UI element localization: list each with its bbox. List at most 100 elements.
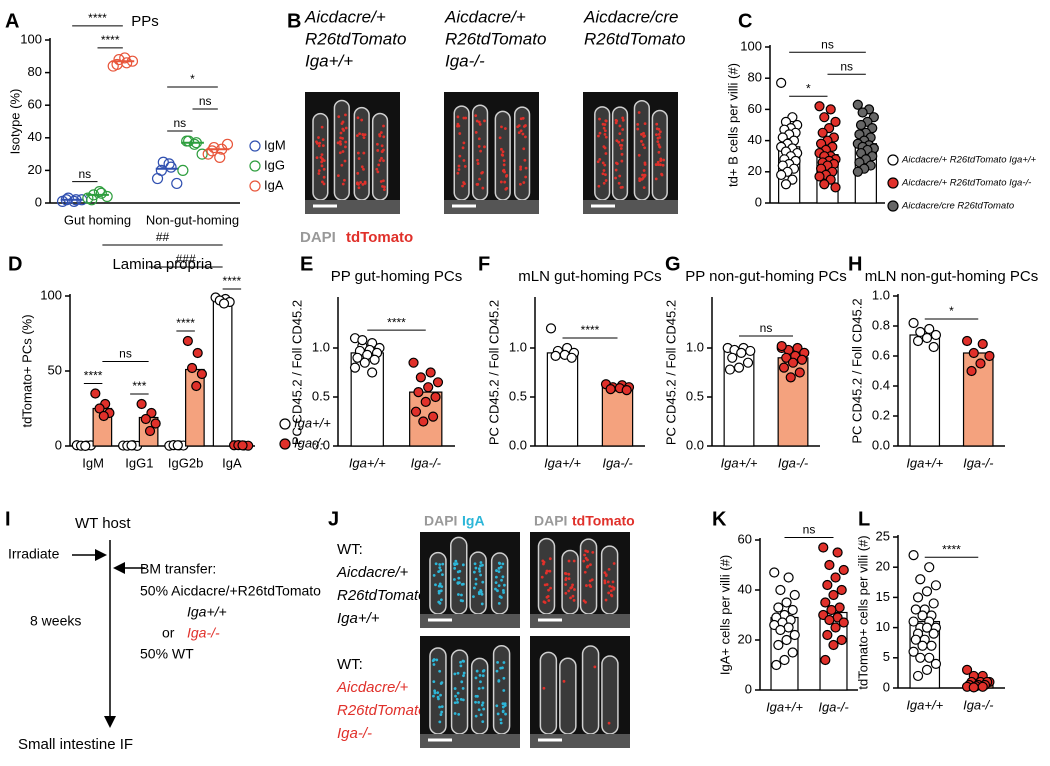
- data-point: [830, 182, 841, 193]
- stained-cell: [463, 165, 467, 168]
- caption: Iga+/+: [305, 51, 353, 70]
- stained-cell: [598, 117, 601, 121]
- stained-cell: [610, 594, 614, 598]
- stained-cell: [454, 694, 457, 698]
- y-tick-label: 0.2: [872, 407, 890, 422]
- caption: Aicdacre/cre: [583, 7, 678, 26]
- stained-cell: [475, 669, 479, 673]
- stained-cell: [502, 591, 506, 594]
- stained-cell: [474, 700, 477, 704]
- stained-cell: [497, 561, 501, 565]
- stained-cell: [378, 159, 382, 162]
- data-point: [921, 332, 933, 344]
- stained-cell: [620, 159, 624, 163]
- data-point: [62, 192, 74, 204]
- y-tick-label: 80: [28, 64, 42, 79]
- bar: [546, 352, 579, 447]
- stained-cell: [322, 175, 326, 179]
- data-point: [773, 602, 784, 613]
- stained-cell: [477, 144, 481, 148]
- stained-cell: [438, 669, 442, 673]
- stained-cell: [475, 119, 479, 123]
- stained-cell: [654, 163, 658, 166]
- y-axis-label: PC CD45.2 / Foll CD45.2: [849, 298, 864, 443]
- x-tick-label: Gut homing: [64, 212, 131, 227]
- stained-cell: [524, 175, 528, 179]
- stained-cell: [358, 132, 362, 136]
- y-axis-label: tdTomato+ cells per villi (#): [855, 535, 870, 689]
- stained-cell: [481, 170, 484, 174]
- stained-cell: [340, 163, 344, 167]
- stained-cell: [643, 122, 647, 126]
- stained-cell: [502, 159, 506, 163]
- data-point: [155, 164, 167, 176]
- x-tick-label: Iga-/-: [411, 455, 442, 470]
- panel-letter: D: [8, 253, 22, 275]
- stained-cell: [503, 583, 506, 587]
- data-point: [824, 614, 835, 626]
- diagram-label: Irradiate: [8, 546, 60, 562]
- data-point: [621, 385, 632, 396]
- stained-cell: [379, 131, 383, 134]
- stained-cell: [638, 179, 642, 183]
- y-tick-label: 5: [883, 649, 890, 664]
- stained-cell: [341, 120, 345, 124]
- data-point: [93, 185, 106, 198]
- stained-cell: [344, 145, 347, 149]
- stained-cell: [456, 671, 460, 675]
- stained-cell: [636, 127, 640, 131]
- stained-cell: [598, 157, 602, 161]
- stained-cell: [494, 581, 498, 585]
- stained-cell: [439, 589, 443, 593]
- stained-cell: [602, 169, 606, 172]
- panel-letter: H: [848, 253, 862, 275]
- data-point: [88, 189, 100, 201]
- stained-cell: [480, 602, 484, 606]
- stained-cell: [619, 143, 622, 147]
- y-axis-label: IgA+ cells per villi (#): [717, 555, 732, 675]
- stained-cell: [481, 186, 485, 190]
- stained-cell: [621, 128, 625, 131]
- stained-cell: [338, 140, 342, 144]
- data-point: [177, 164, 189, 176]
- stained-cell: [459, 664, 463, 668]
- data-point: [828, 589, 839, 601]
- stained-cell: [519, 182, 522, 186]
- stained-cell: [317, 172, 321, 175]
- stained-cell: [572, 559, 576, 563]
- y-axis-label: tdTomato+ PCs (%): [19, 314, 34, 427]
- legend-label: Iga+/+: [294, 415, 331, 430]
- y-axis-label: PC CD45.2 / Foll CD45.2: [663, 300, 678, 445]
- stained-cell: [456, 691, 460, 695]
- stained-cell: [545, 583, 549, 586]
- stained-cell: [357, 157, 361, 160]
- stained-cell: [604, 119, 608, 123]
- stained-cell: [571, 594, 575, 598]
- stained-cell: [477, 708, 481, 712]
- row-label: Iga+/+: [337, 610, 380, 627]
- stained-cell: [499, 718, 503, 722]
- diagram: I WT host Irradiate BM transfer: 50% Aic…: [5, 508, 321, 753]
- stained-cell: [496, 712, 500, 716]
- stained-cell: [480, 703, 484, 707]
- stained-cell: [360, 118, 364, 122]
- stained-cell: [377, 163, 381, 167]
- stained-cell: [564, 578, 568, 582]
- stained-cell: [439, 713, 443, 716]
- stained-cell: [357, 186, 361, 190]
- stained-cell: [567, 572, 571, 576]
- stained-cell: [502, 661, 506, 664]
- bar: [601, 386, 634, 447]
- villus: [611, 106, 629, 201]
- stained-cell: [656, 140, 660, 143]
- data-point: [826, 604, 837, 616]
- stained-cell: [341, 182, 345, 186]
- diagram-label: 50% WT: [140, 646, 194, 662]
- stained-cell: [573, 588, 576, 591]
- stained-cell: [620, 138, 624, 142]
- stained-cell: [503, 702, 507, 706]
- data-point: [928, 341, 939, 353]
- stain-label: DAPI: [300, 229, 336, 246]
- data-point: [975, 358, 986, 369]
- stained-cell: [432, 573, 436, 577]
